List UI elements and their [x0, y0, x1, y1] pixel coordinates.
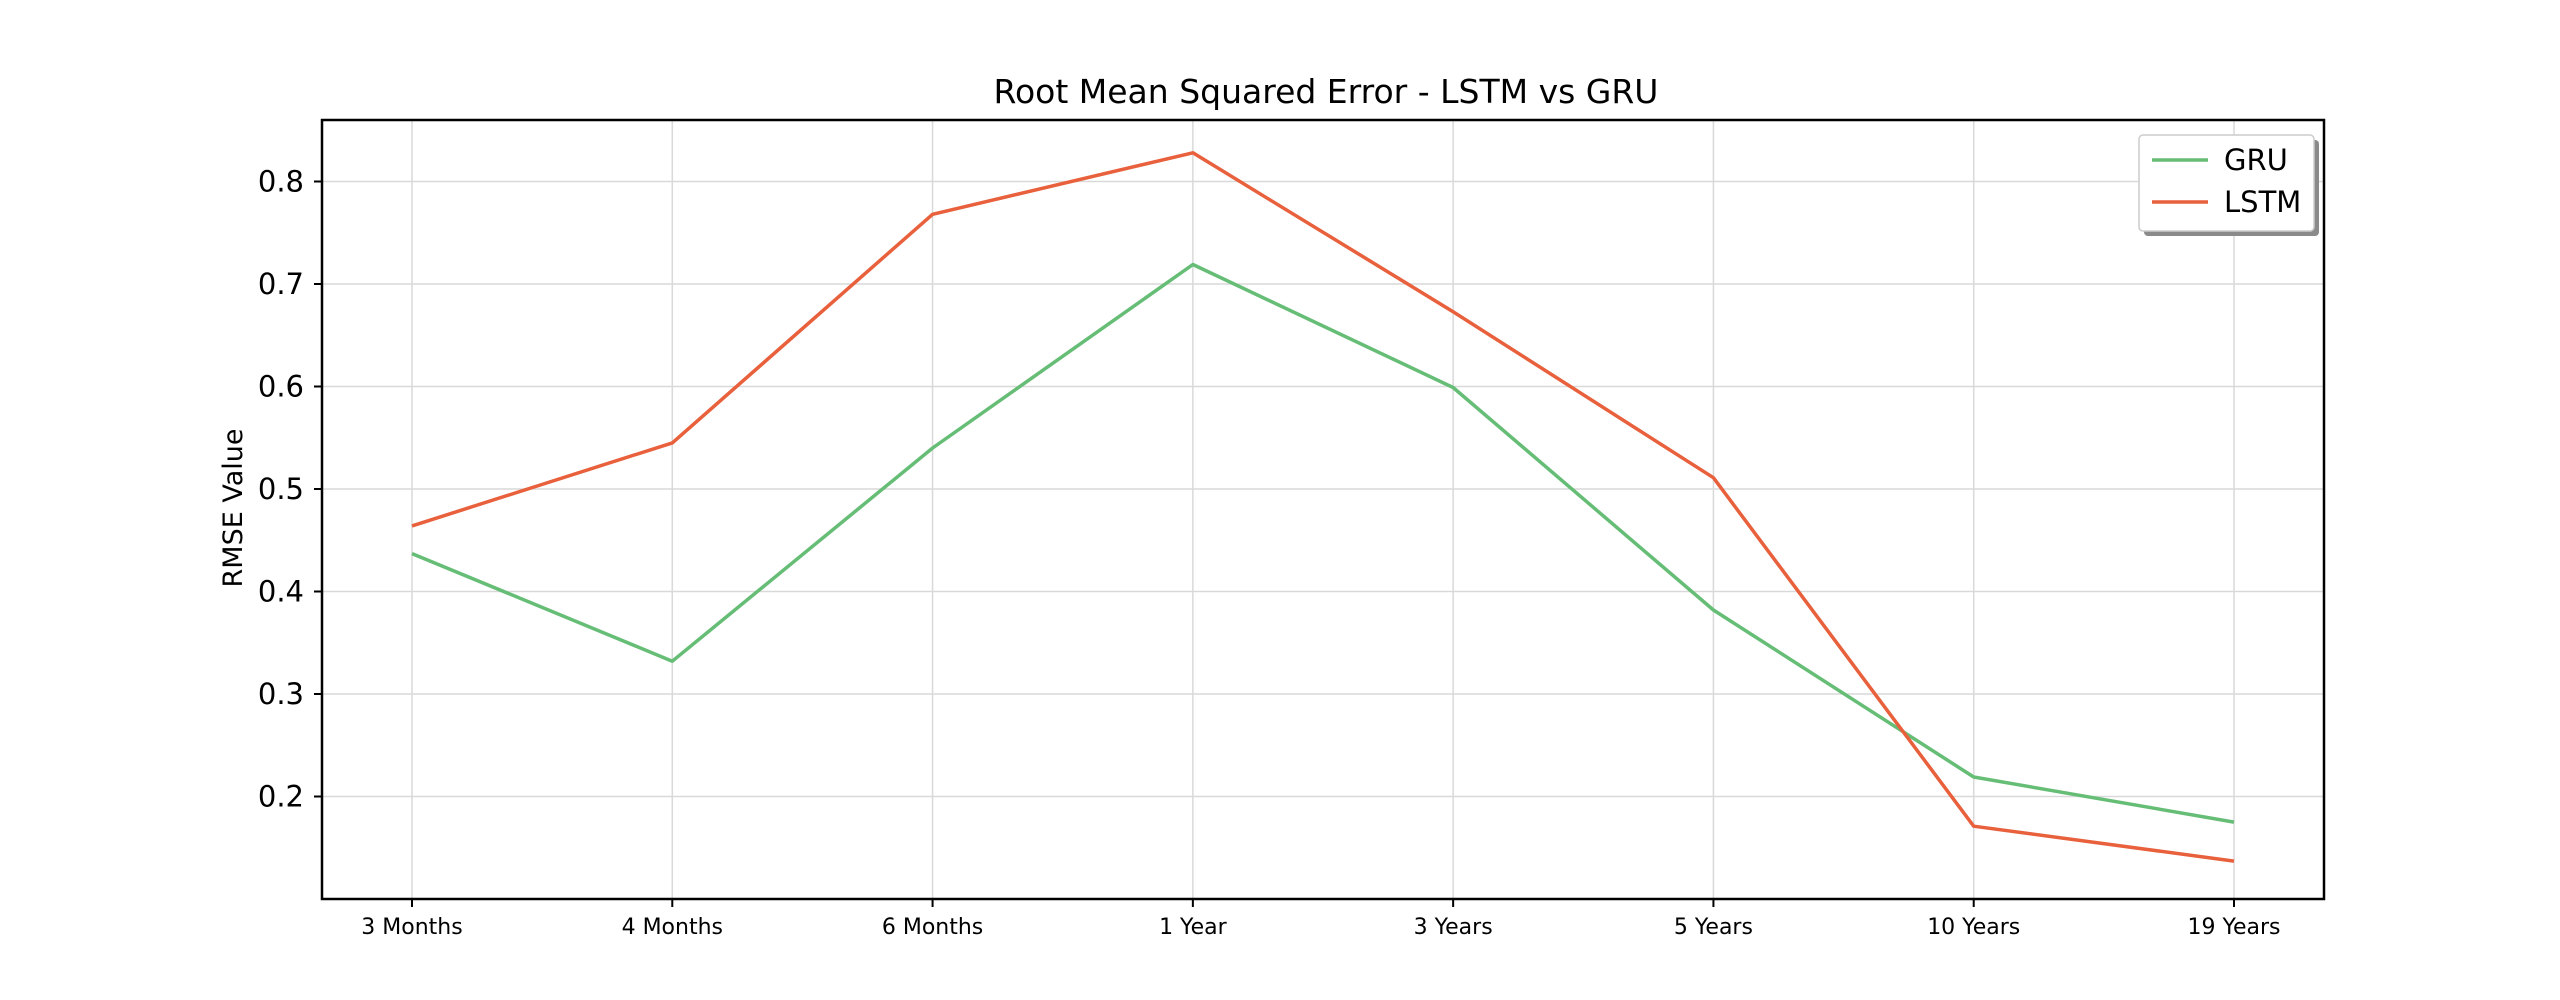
grid	[322, 120, 2324, 899]
x-tick-label: 3 Years	[1414, 915, 1493, 940]
x-tick-label: 1 Year	[1159, 915, 1228, 940]
y-tick-label: 0.7	[258, 267, 304, 301]
x-tick-label: 6 Months	[882, 915, 983, 940]
x-tick-label: 4 Months	[622, 915, 723, 940]
y-tick-label: 0.6	[258, 370, 304, 404]
plot-frame	[320, 118, 2326, 901]
axis-ticks: 3 Months 4 Months 6 Months 1 Year 3 Years 5 Y…	[258, 165, 2281, 941]
y-axis-label: RMSE Value	[218, 429, 249, 588]
y-tick-label: 0.5	[258, 472, 304, 506]
series-line-lstm	[411, 151, 2235, 863]
legend-label-lstm: LSTM	[2224, 185, 2301, 219]
x-tick-label: 19 Years	[2187, 915, 2280, 940]
series	[411, 151, 2235, 863]
y-tick-label: 0.8	[258, 165, 304, 199]
x-tick-label: 10 Years	[1927, 915, 2020, 940]
legend-label-gru: GRU	[2224, 143, 2288, 177]
y-tick-label: 0.4	[258, 575, 304, 609]
legend: GRU LSTM	[2138, 134, 2319, 236]
x-tick-label: 3 Months	[361, 915, 462, 940]
chart-title: Root Mean Squared Error - LSTM vs GRU	[994, 72, 1659, 111]
y-tick-label: 0.3	[258, 677, 304, 711]
x-tick-label: 5 Years	[1674, 915, 1753, 940]
y-tick-label: 0.2	[258, 780, 304, 814]
series-line-gru	[411, 262, 2235, 824]
